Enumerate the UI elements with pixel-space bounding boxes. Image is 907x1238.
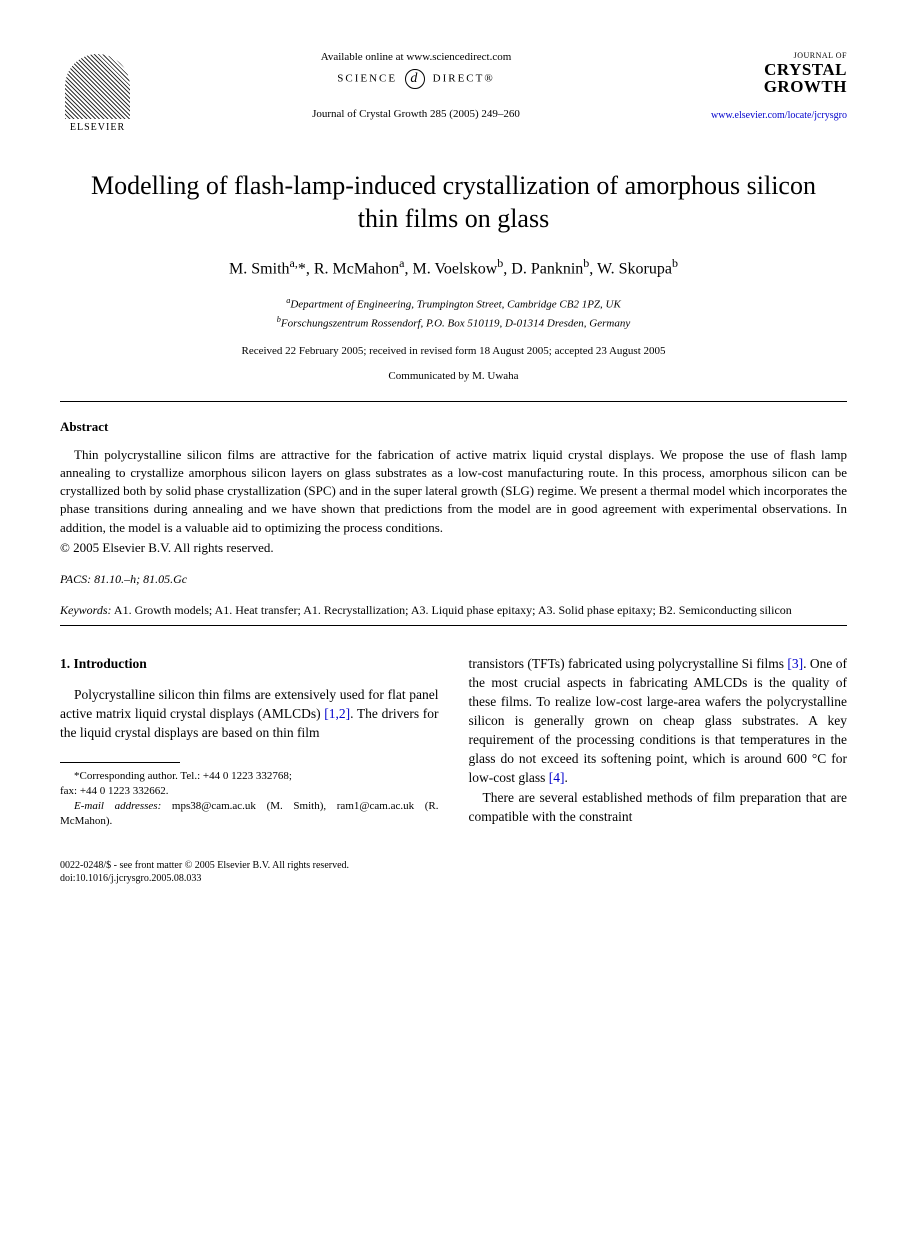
footnote-divider: [60, 762, 180, 763]
available-online-text: Available online at www.sciencedirect.co…: [135, 50, 697, 65]
intro-para-1: Polycrystalline silicon thin films are e…: [60, 685, 439, 742]
divider: [60, 401, 847, 402]
pacs-value: 81.10.–h; 81.05.Gc: [91, 572, 187, 586]
journal-logo: JOURNAL OF CRYSTAL GROWTH www.elsevier.c…: [697, 50, 847, 123]
elsevier-logo: ELSEVIER: [60, 50, 135, 135]
text: .: [565, 770, 568, 785]
affiliations: aDepartment of Engineering, Trumpington …: [60, 295, 847, 332]
elsevier-text: ELSEVIER: [70, 121, 125, 135]
footer-front-matter: 0022-0248/$ - see front matter © 2005 El…: [60, 859, 847, 872]
ref-link-4[interactable]: [4]: [549, 770, 565, 785]
journal-url[interactable]: www.elsevier.com/locate/jcrysgro: [697, 109, 847, 123]
intro-para-2: There are several established methods of…: [469, 788, 848, 826]
email-addresses: E-mail addresses: mps38@cam.ac.uk (M. Sm…: [60, 799, 439, 829]
fax: fax: +44 0 1223 332662.: [60, 784, 439, 799]
left-column: 1. Introduction Polycrystalline silicon …: [60, 654, 439, 829]
article-dates: Received 22 February 2005; received in r…: [60, 344, 847, 359]
authors-list: M. Smitha,*, R. McMahona, M. Voelskowb, …: [60, 255, 847, 281]
body-columns: 1. Introduction Polycrystalline silicon …: [60, 654, 847, 829]
keywords-line: Keywords: A1. Growth models; A1. Heat tr…: [60, 602, 847, 619]
ref-link-1-2[interactable]: [1,2]: [324, 706, 350, 721]
keywords-label: Keywords:: [60, 603, 112, 617]
article-title: Modelling of flash-lamp-induced crystall…: [90, 170, 817, 235]
text: transistors (TFTs) fabricated using poly…: [469, 656, 788, 671]
corresponding-author: *Corresponding author. Tel.: +44 0 1223 …: [60, 769, 439, 784]
affiliation-a: aDepartment of Engineering, Trumpington …: [60, 295, 847, 313]
section-1-heading: 1. Introduction: [60, 654, 439, 673]
page-footer: 0022-0248/$ - see front matter © 2005 El…: [60, 859, 847, 885]
communicated-by: Communicated by M. Uwaha: [60, 369, 847, 384]
crystal-text: CRYSTAL: [697, 61, 847, 78]
pacs-label: PACS:: [60, 572, 91, 586]
pacs-line: PACS: 81.10.–h; 81.05.Gc: [60, 571, 847, 588]
intro-para-1-cont: transistors (TFTs) fabricated using poly…: [469, 654, 848, 788]
growth-text: GROWTH: [697, 78, 847, 95]
sd-left: SCIENCE: [337, 73, 397, 85]
elsevier-tree-icon: [65, 54, 130, 119]
text: . One of the most crucial aspects in fab…: [469, 656, 848, 786]
sd-icon: d: [405, 69, 425, 89]
center-header: Available online at www.sciencedirect.co…: [135, 50, 697, 123]
abstract-copyright: © 2005 Elsevier B.V. All rights reserved…: [60, 539, 847, 557]
keywords-value: A1. Growth models; A1. Heat transfer; A1…: [112, 603, 792, 617]
journal-reference: Journal of Crystal Growth 285 (2005) 249…: [135, 107, 697, 122]
ref-link-3[interactable]: [3]: [787, 656, 803, 671]
header-row: ELSEVIER Available online at www.science…: [60, 50, 847, 135]
science-direct-logo: SCIENCE d DIRECT®: [135, 69, 697, 89]
divider: [60, 625, 847, 626]
abstract-heading: Abstract: [60, 418, 847, 436]
sd-right: DIRECT®: [433, 73, 495, 85]
email-label: E-mail addresses:: [74, 800, 161, 812]
footer-doi: doi:10.1016/j.jcrysgro.2005.08.033: [60, 872, 847, 885]
right-column: transistors (TFTs) fabricated using poly…: [469, 654, 848, 829]
affiliation-b: bForschungszentrum Rossendorf, P.O. Box …: [60, 314, 847, 332]
abstract-text: Thin polycrystalline silicon films are a…: [60, 446, 847, 537]
